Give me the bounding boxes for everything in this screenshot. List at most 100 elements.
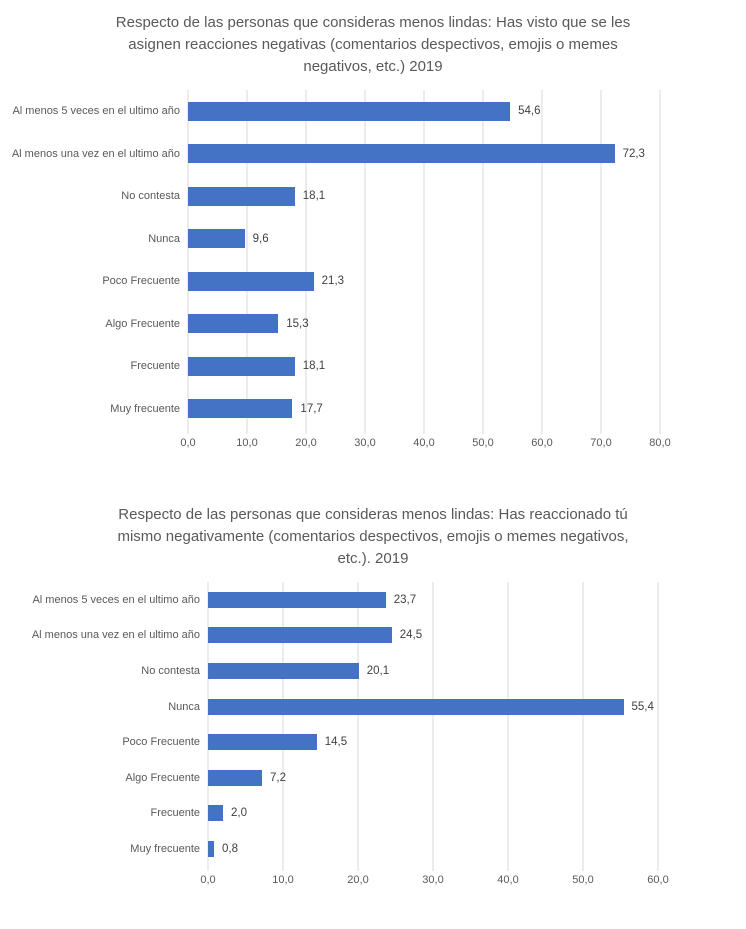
bar-row: 15,3 <box>188 303 660 346</box>
tick-mark <box>282 867 284 871</box>
tick-mark <box>357 867 359 871</box>
bar <box>208 698 624 715</box>
bar-row: 14,5 <box>208 724 658 760</box>
bar <box>208 627 392 644</box>
bar-row: 23,7 <box>208 582 658 618</box>
bar <box>188 186 295 206</box>
value-label: 7,2 <box>270 771 286 784</box>
gridline <box>187 90 189 430</box>
axis-tick-label: 40,0 <box>497 874 519 886</box>
category-label: Frecuente <box>130 360 180 373</box>
axis-tick-label: 30,0 <box>354 437 376 449</box>
value-label: 18,1 <box>302 190 326 203</box>
gridline <box>541 90 543 430</box>
gridline <box>582 582 584 867</box>
tick-mark <box>423 430 425 434</box>
value-label: 2,0 <box>231 807 247 820</box>
bar-row: 0,8 <box>208 831 658 867</box>
category-label: Nunca <box>168 700 200 713</box>
tick-mark <box>659 430 661 434</box>
gridline <box>600 90 602 430</box>
axis-tick-label: 0,0 <box>180 437 196 449</box>
gridline <box>657 582 659 867</box>
axis-tick-label: 50,0 <box>572 874 594 886</box>
plot-area: 23,7 24,5 20,1 55,4 14,5 7,2 2,0 0,8 <box>207 582 659 867</box>
bar-row: 20,1 <box>208 653 658 689</box>
bar <box>188 229 245 249</box>
axis-tick-label: 60,0 <box>531 437 553 449</box>
tick-mark <box>507 867 509 871</box>
value-label: 18,1 <box>302 360 326 373</box>
axis-tick-label: 40,0 <box>413 437 435 449</box>
tick-mark <box>582 867 584 871</box>
gridline <box>246 90 248 430</box>
plot-area: 54,6 72,3 18,1 9,6 21,3 15,3 18,1 17,7 <box>187 90 661 431</box>
bar-row: 17,7 <box>188 388 660 431</box>
gridline <box>432 582 434 867</box>
tick-mark <box>305 430 307 434</box>
category-label: Al menos una vez en el ultimo año <box>11 147 180 160</box>
value-label: 20,1 <box>366 664 390 677</box>
bar <box>188 356 295 376</box>
value-axis: 0,0 10,0 20,0 30,0 40,0 50,0 60,0 <box>200 867 669 891</box>
value-label: 55,4 <box>631 700 654 713</box>
bar <box>208 662 359 679</box>
chart-plot-wrapper: Al menos 5 veces en el ultimo año Al meno… <box>0 582 746 867</box>
category-label: Al menos 5 veces en el ultimo año <box>32 593 200 606</box>
bar <box>188 271 314 291</box>
value-label: 23,7 <box>393 593 417 606</box>
bar-chart-reacciones-propias: Respecto de las personas que consideras … <box>0 504 746 891</box>
value-label: 21,3 <box>321 275 345 288</box>
value-label: 14,5 <box>324 736 348 749</box>
category-label: Al menos 5 veces en el ultimo año <box>12 105 180 118</box>
bar <box>188 314 279 334</box>
category-axis: Al menos 5 veces en el ultimo año Al meno… <box>0 90 188 430</box>
bar-row: 7,2 <box>208 760 658 796</box>
tick-mark <box>482 430 484 434</box>
bar-chart-reacciones-vistas: Respecto de las personas que consideras … <box>0 12 746 454</box>
gridline <box>659 90 661 430</box>
gridline <box>207 582 209 867</box>
category-label: No contesta <box>121 190 180 203</box>
axis-tick-label: 20,0 <box>347 874 369 886</box>
value-label: 0,8 <box>221 842 238 855</box>
gridline <box>423 90 425 430</box>
value-label: 54,6 <box>518 105 541 118</box>
category-label: Algo Frecuente <box>105 317 180 330</box>
axis-tick-label: 20,0 <box>295 437 317 449</box>
bar <box>188 399 293 419</box>
axis-tick-label: 50,0 <box>472 437 494 449</box>
value-label: 9,6 <box>252 232 269 245</box>
gridline <box>305 90 307 430</box>
bar-row: 72,3 <box>188 133 660 176</box>
bar <box>188 144 615 164</box>
axis-tick-label: 60,0 <box>647 874 669 886</box>
value-label: 72,3 <box>622 147 645 160</box>
bar <box>208 591 386 608</box>
bar-series: 23,7 24,5 20,1 55,4 14,5 7,2 2,0 0,8 <box>208 582 658 867</box>
axis-tick-label: 10,0 <box>272 874 294 886</box>
gridline <box>482 90 484 430</box>
category-label: Poco Frecuente <box>102 275 180 288</box>
tick-mark <box>246 430 248 434</box>
bar <box>208 769 262 786</box>
bar <box>208 805 223 822</box>
gridline <box>282 582 284 867</box>
chart-title: Respecto de las personas que consideras … <box>117 506 629 567</box>
bar-row: 55,4 <box>208 689 658 725</box>
axis-tick-label: 70,0 <box>590 437 612 449</box>
category-label: Muy frecuente <box>130 842 200 855</box>
bar-row: 2,0 <box>208 796 658 832</box>
category-label: Poco Frecuente <box>122 736 200 749</box>
chart-plot-wrapper: Al menos 5 veces en el ultimo año Al meno… <box>0 90 746 430</box>
bar-row: 21,3 <box>188 260 660 303</box>
axis-tick-label: 10,0 <box>236 437 258 449</box>
chart-title: Respecto de las personas que consideras … <box>115 14 631 75</box>
category-label: Al menos una vez en el ultimo año <box>31 629 200 642</box>
bar <box>208 734 317 751</box>
gridline <box>357 582 359 867</box>
category-label: No contesta <box>141 664 200 677</box>
bar-row: 18,1 <box>188 175 660 218</box>
tick-mark <box>207 867 209 871</box>
axis-tick-label: 0,0 <box>200 874 216 886</box>
